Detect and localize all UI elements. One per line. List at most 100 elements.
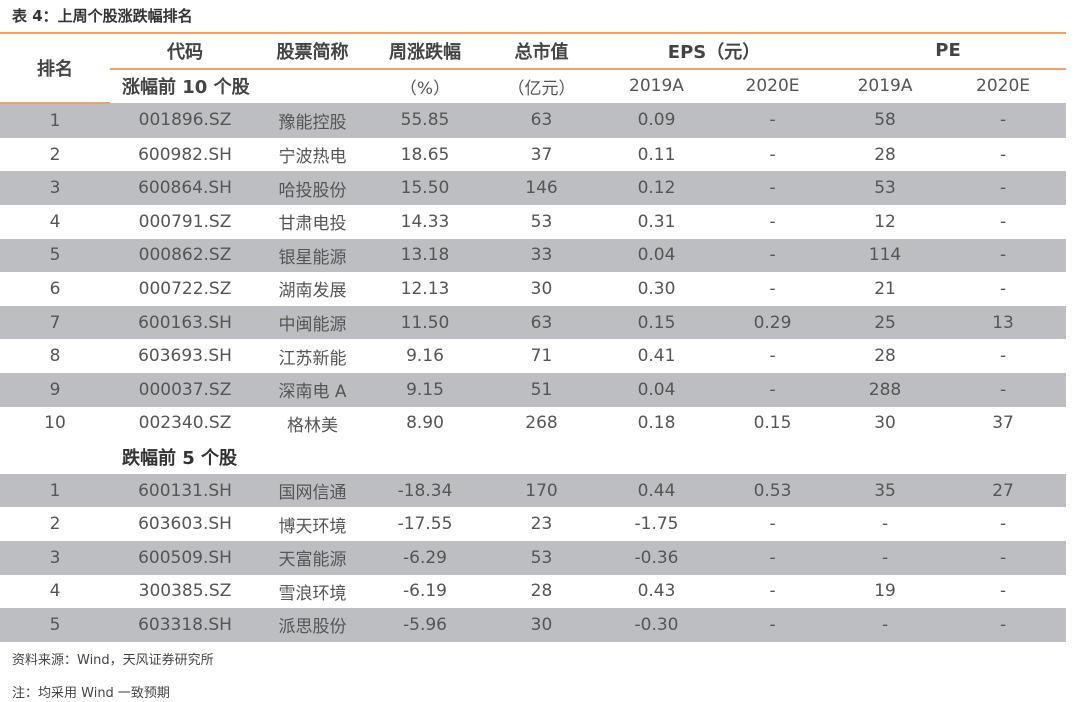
- cell-eps-2019: -1.75: [634, 514, 679, 535]
- cell-name: 雪浪环境: [278, 583, 347, 604]
- cell-name: 宁波热电: [278, 147, 347, 168]
- cell-pe-2019: 30: [874, 413, 896, 434]
- cell-code: 000791.SZ: [138, 211, 232, 232]
- cell-code: 600864.SH: [110, 171, 260, 205]
- cell-name: 中闽能源: [260, 305, 365, 340]
- cell-pe-2020: 13: [940, 305, 1067, 340]
- cell-eps-2019: 0.04: [598, 372, 715, 407]
- cell-rank: 2: [49, 144, 61, 165]
- cell-cap: 146: [485, 171, 598, 205]
- cell-name: 甘肃电投: [278, 214, 347, 235]
- table-row: 1 600131.SH 国网信通 -18.34 170 0.44 0.53 35 27: [0, 473, 1067, 508]
- cell-code: 600509.SH: [110, 540, 260, 575]
- table-title: 表 4：上周个股涨跌幅排名: [12, 7, 193, 25]
- cell-cap: 30: [530, 278, 553, 299]
- cell-eps-2019: 0.09: [598, 103, 715, 138]
- cell-cap: 51: [485, 372, 598, 407]
- cell-pe-2020: -: [940, 171, 1067, 205]
- cell-pe-2020: -: [999, 581, 1007, 602]
- cell-change: 9.15: [365, 372, 485, 407]
- cell-rank: 1: [0, 473, 110, 508]
- cell-eps-2020: -: [715, 372, 831, 407]
- cell-cap: 63: [485, 103, 598, 138]
- cell-code: 000037.SZ: [110, 372, 260, 407]
- cell-eps-2020: -: [769, 581, 776, 602]
- table-row: 8 603693.SH 江苏新能 9.16 71 0.41 - 28 -: [0, 339, 1066, 373]
- table-row: 3 600509.SH 天富能源 -6.29 53 -0.36- - -: [0, 540, 1067, 575]
- cell-pe-2020: -: [940, 103, 1067, 138]
- cell-pe-2019: 19: [874, 581, 896, 602]
- cell-eps-2019: -0.36: [598, 540, 715, 575]
- cell-eps-2019: 0.15: [598, 305, 715, 340]
- cell-change: 12.13: [400, 278, 450, 299]
- cell-eps-2020: -: [715, 103, 831, 138]
- header-change-unit: （%）: [399, 78, 451, 99]
- table-row: 4 000791.SZ 甘肃电投 14.33 53 0.31 - 12 -: [0, 205, 1066, 239]
- cell-name: 银星能源: [260, 238, 365, 273]
- header-name: 股票简称: [260, 33, 365, 70]
- table-row: 2 600982.SH 宁波热电 18.65 37 0.11 - 28 -: [0, 138, 1066, 172]
- cell-eps-2020: -: [715, 238, 831, 273]
- cell-name: 深南电 A: [260, 372, 365, 407]
- cell-eps-2020: -: [769, 346, 776, 367]
- cell-cap: 23: [530, 514, 553, 535]
- cell-code: 600163.SH: [110, 305, 260, 340]
- cell-cap: 33: [485, 238, 598, 273]
- cell-name: 派思股份: [260, 608, 365, 642]
- cell-pe-2020: -: [999, 144, 1007, 165]
- cell-pe-2019: 25: [830, 305, 941, 340]
- cell-pe-2020: -: [940, 540, 1067, 575]
- table-row: 5 603318.SH 派思股份 -5.96 30 -0.30- - -: [0, 608, 1067, 642]
- cell-name: 湖南发展: [278, 281, 347, 302]
- cell-pe-2019: 288: [830, 372, 941, 407]
- cell-pe-2019: 53: [830, 171, 941, 205]
- table-row: 4 300385.SZ 雪浪环境 -6.19 28 0.43 - 19 -: [0, 575, 1066, 609]
- table-row: 10 002340.SZ 格林美 8.90 268 0.18 0.15 30 37: [0, 407, 1066, 441]
- cell-code: 600982.SH: [138, 144, 232, 165]
- cell-code: 300385.SZ: [138, 581, 232, 602]
- cell-name: 博天环境: [278, 516, 347, 537]
- cell-change: -5.96: [365, 608, 485, 642]
- header-eps-2019: 2019A: [629, 76, 684, 97]
- cell-pe-2020: 37: [992, 413, 1014, 434]
- cell-pe-2020: -: [999, 211, 1007, 232]
- cell-code: 001896.SZ: [110, 103, 260, 138]
- cell-pe-2019: 114: [830, 238, 941, 273]
- cell-change: 18.65: [400, 144, 450, 165]
- cell-rank: 9: [0, 372, 110, 407]
- cell-cap: 28: [530, 581, 553, 602]
- header-pe-2020: 2020E: [976, 76, 1031, 97]
- cell-rank: 6: [49, 278, 61, 299]
- cell-rank: 8: [49, 346, 61, 367]
- cell-cap: 37: [530, 144, 553, 165]
- cell-code: 000862.SZ: [110, 238, 260, 273]
- cell-pe-2020: -: [999, 278, 1007, 299]
- cell-rank: 5: [0, 238, 110, 273]
- cell-eps-2019: 0.31: [637, 211, 676, 232]
- cell-code: 000722.SZ: [138, 278, 232, 299]
- cell-change: 15.50: [365, 171, 485, 205]
- cell-cap: 63: [485, 305, 598, 340]
- section-label: 跌幅前 5 个股: [122, 447, 238, 469]
- cell-eps-2019: 0.41: [637, 346, 676, 367]
- cell-change: -18.34: [365, 473, 485, 508]
- cell-change: 13.18: [365, 238, 485, 273]
- cell-code: 603318.SH: [110, 608, 260, 642]
- header-change: 周涨跌幅: [365, 33, 485, 70]
- cell-name: 哈投股份: [260, 171, 365, 205]
- cell-eps-2020: 0.29: [715, 305, 831, 340]
- cell-code: 600131.SH: [110, 473, 260, 508]
- header-pe: PE: [830, 33, 1067, 70]
- cell-rank: 10: [44, 413, 66, 434]
- cell-rank: 2: [49, 514, 61, 535]
- cell-eps-2020: 0.15: [753, 413, 792, 434]
- cell-eps-2020: 0.53: [715, 473, 831, 508]
- table-row: 7 600163.SH 中闽能源 11.50 63 0.15 0.29 25 13: [0, 305, 1067, 340]
- cell-pe-2019: 21: [874, 278, 896, 299]
- cell-rank: 5: [0, 608, 110, 642]
- source-note: 资料来源：Wind，天风证券研究所: [12, 653, 214, 668]
- cell-pe-2019: 28: [874, 144, 896, 165]
- cell-change: 14.33: [400, 211, 450, 232]
- cell-pe-2019: 28: [874, 346, 896, 367]
- cell-pe-2020: -: [940, 372, 1067, 407]
